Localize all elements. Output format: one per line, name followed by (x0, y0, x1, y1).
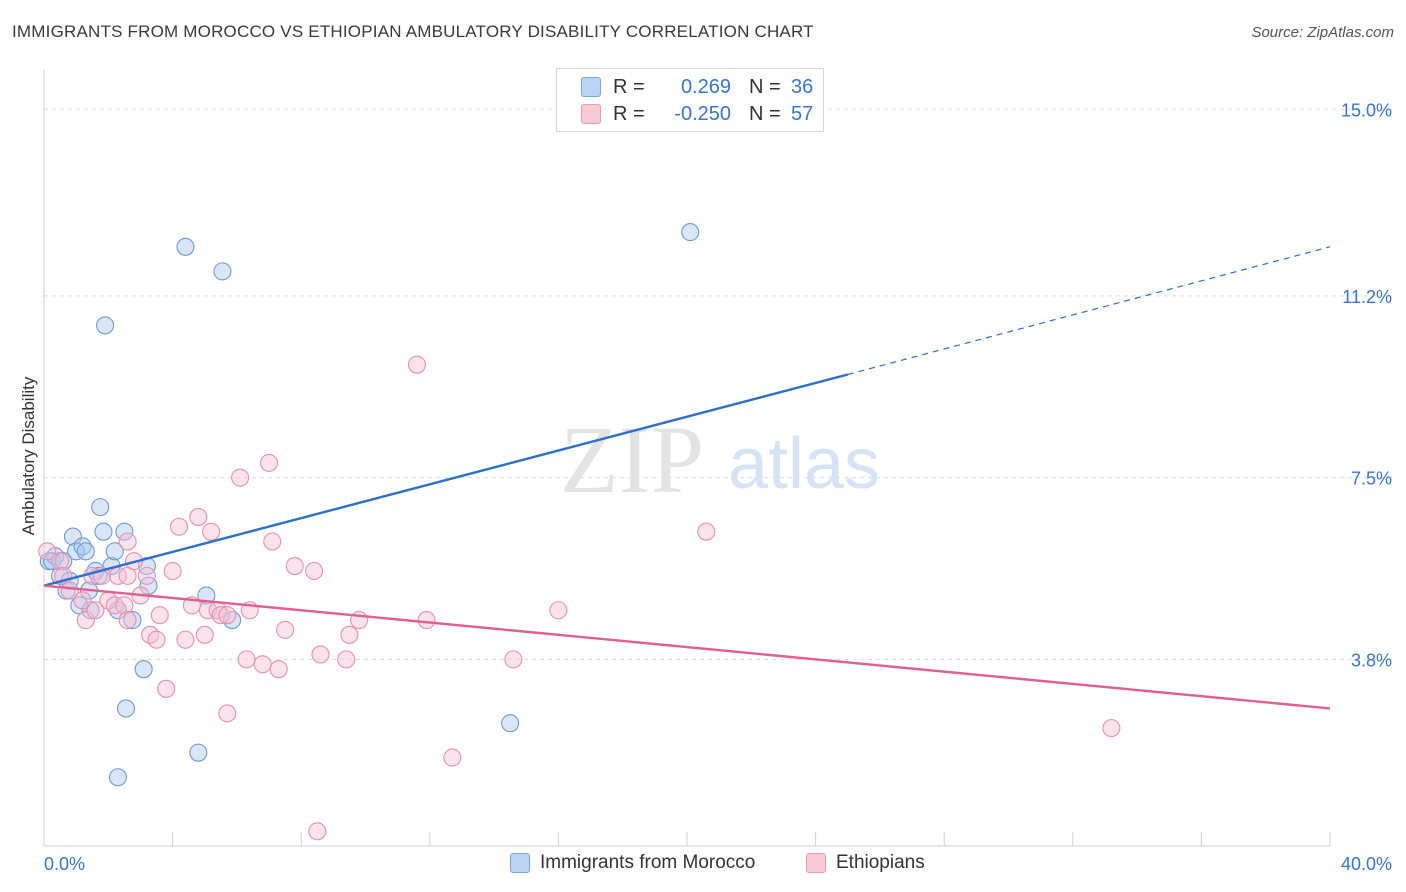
y-tick-label: 11.2% (1342, 287, 1392, 307)
ethiopian-point[interactable] (105, 596, 124, 615)
morocco-trend-line (43, 373, 849, 587)
x-tick-label-max: 40.0% (1341, 854, 1392, 874)
y-axis-label: Ambulatory Disability (19, 376, 38, 535)
ethiopian-point[interactable] (305, 561, 324, 581)
ethiopian-point[interactable] (176, 630, 195, 649)
axis-layer (43, 70, 1331, 847)
ethiopian-point[interactable] (76, 611, 95, 630)
ethiopian-point[interactable] (549, 601, 568, 620)
y-tick-label: 3.8% (1351, 650, 1392, 670)
morocco-point[interactable] (681, 223, 700, 242)
ethiopian-point[interactable] (337, 650, 356, 669)
morocco-point[interactable] (213, 262, 232, 281)
r-label: R = (613, 102, 645, 125)
legend-row-ethiopians: R = -0.250 N = 57 (557, 101, 813, 127)
legend-item-ethiopians[interactable]: Ethiopians (806, 852, 925, 874)
ethiopian-point[interactable] (276, 620, 295, 639)
grid-layer: 3.8% 7.5% 11.2% 15.0% (44, 100, 1392, 670)
morocco-point[interactable] (115, 522, 134, 541)
legend-item-morocco[interactable]: Immigrants from Morocco (510, 852, 755, 874)
ethiopian-point[interactable] (147, 630, 166, 649)
ethiopian-point[interactable] (504, 650, 523, 669)
y-tick-label: 7.5% (1351, 469, 1392, 489)
ethiopian-point[interactable] (417, 611, 436, 630)
ethiopian-point[interactable] (73, 591, 92, 610)
y-tick-label: 15.0% (1341, 100, 1392, 120)
ethiopian-point[interactable] (51, 552, 70, 571)
morocco-point[interactable] (134, 660, 153, 679)
ethiopian-point[interactable] (115, 596, 134, 615)
legend-label-morocco: Immigrants from Morocco (540, 852, 756, 873)
legend-swatch-pink (806, 853, 826, 873)
legend-row-morocco: R = 0.269 N = 36 (557, 74, 813, 100)
watermark-zip: ZIP (560, 406, 704, 513)
legend-swatch-blue (581, 77, 601, 97)
correlation-legend: R = 0.269 N = 36 R = -0.250 N = 57 (556, 68, 824, 132)
ethiopian-point[interactable] (195, 625, 214, 644)
morocco-point[interactable] (96, 316, 115, 335)
morocco-point[interactable] (116, 699, 136, 718)
points-layer (38, 223, 1121, 841)
ethiopian-point[interactable] (443, 748, 462, 767)
ethiopian-point[interactable] (211, 606, 230, 625)
trend-layer (43, 246, 1331, 710)
ethiopian-point[interactable] (118, 532, 137, 551)
source-credit: Source: ZipAtlas.com (1251, 24, 1394, 41)
morocco-point[interactable] (108, 768, 127, 787)
legend-swatch-pink (581, 104, 601, 124)
ethiopian-point[interactable] (218, 704, 237, 723)
morocco-point[interactable] (176, 237, 195, 256)
ethiopian-point[interactable] (150, 606, 169, 625)
morocco-point[interactable] (105, 542, 124, 561)
legend-swatch-blue (510, 853, 530, 873)
ethiopian-point[interactable] (269, 660, 288, 679)
ethiopian-point[interactable] (259, 453, 279, 472)
ethiopian-point[interactable] (218, 606, 237, 625)
ethiopian-point[interactable] (189, 507, 208, 526)
morocco-point[interactable] (91, 498, 110, 517)
legend-label-ethiopians: Ethiopians (836, 852, 925, 873)
ethiopian-point[interactable] (263, 532, 282, 551)
ethiopian-point[interactable] (311, 645, 330, 664)
watermark-atlas: atlas (728, 424, 880, 504)
x-tick-label-min: 0.0% (44, 854, 85, 874)
n-value: 36 (791, 75, 814, 98)
ethiopian-point[interactable] (285, 557, 304, 576)
n-value: 57 (791, 102, 814, 125)
ethiopian-point[interactable] (1102, 719, 1121, 738)
morocco-point[interactable] (223, 611, 242, 630)
ethiopian-point[interactable] (340, 625, 359, 644)
ethiopian-point[interactable] (237, 650, 256, 669)
morocco-point[interactable] (76, 542, 95, 561)
n-label: N = (749, 75, 781, 98)
ethiopian-point[interactable] (163, 561, 182, 581)
morocco-point[interactable] (73, 537, 92, 556)
chart-title: IMMIGRANTS FROM MOROCCO VS ETHIOPIAN AMB… (12, 22, 814, 41)
r-label: R = (613, 75, 645, 98)
ethiopian-trend-line (43, 584, 1331, 710)
ethiopian-point[interactable] (137, 566, 156, 585)
ethiopian-point[interactable] (231, 468, 250, 487)
ethiopian-point[interactable] (60, 581, 79, 600)
morocco-point[interactable] (94, 522, 113, 541)
morocco-trend-extension (847, 246, 1331, 376)
morocco-point[interactable] (189, 743, 208, 762)
ethiopian-point[interactable] (86, 601, 105, 620)
ethiopian-point[interactable] (202, 522, 221, 541)
morocco-point[interactable] (123, 611, 142, 630)
ethiopian-point[interactable] (253, 655, 272, 674)
r-value: 0.269 (680, 75, 731, 98)
ethiopian-point[interactable] (169, 517, 189, 536)
n-label: N = (749, 102, 781, 125)
morocco-point[interactable] (501, 714, 520, 733)
ethiopian-point[interactable] (38, 542, 57, 561)
ethiopian-point[interactable] (308, 822, 327, 841)
ethiopian-point[interactable] (157, 679, 176, 698)
ethiopian-point[interactable] (407, 355, 426, 374)
ethiopian-point[interactable] (697, 522, 716, 541)
ethiopian-point[interactable] (118, 611, 137, 630)
morocco-point[interactable] (63, 527, 82, 546)
r-value: -0.250 (674, 102, 731, 125)
